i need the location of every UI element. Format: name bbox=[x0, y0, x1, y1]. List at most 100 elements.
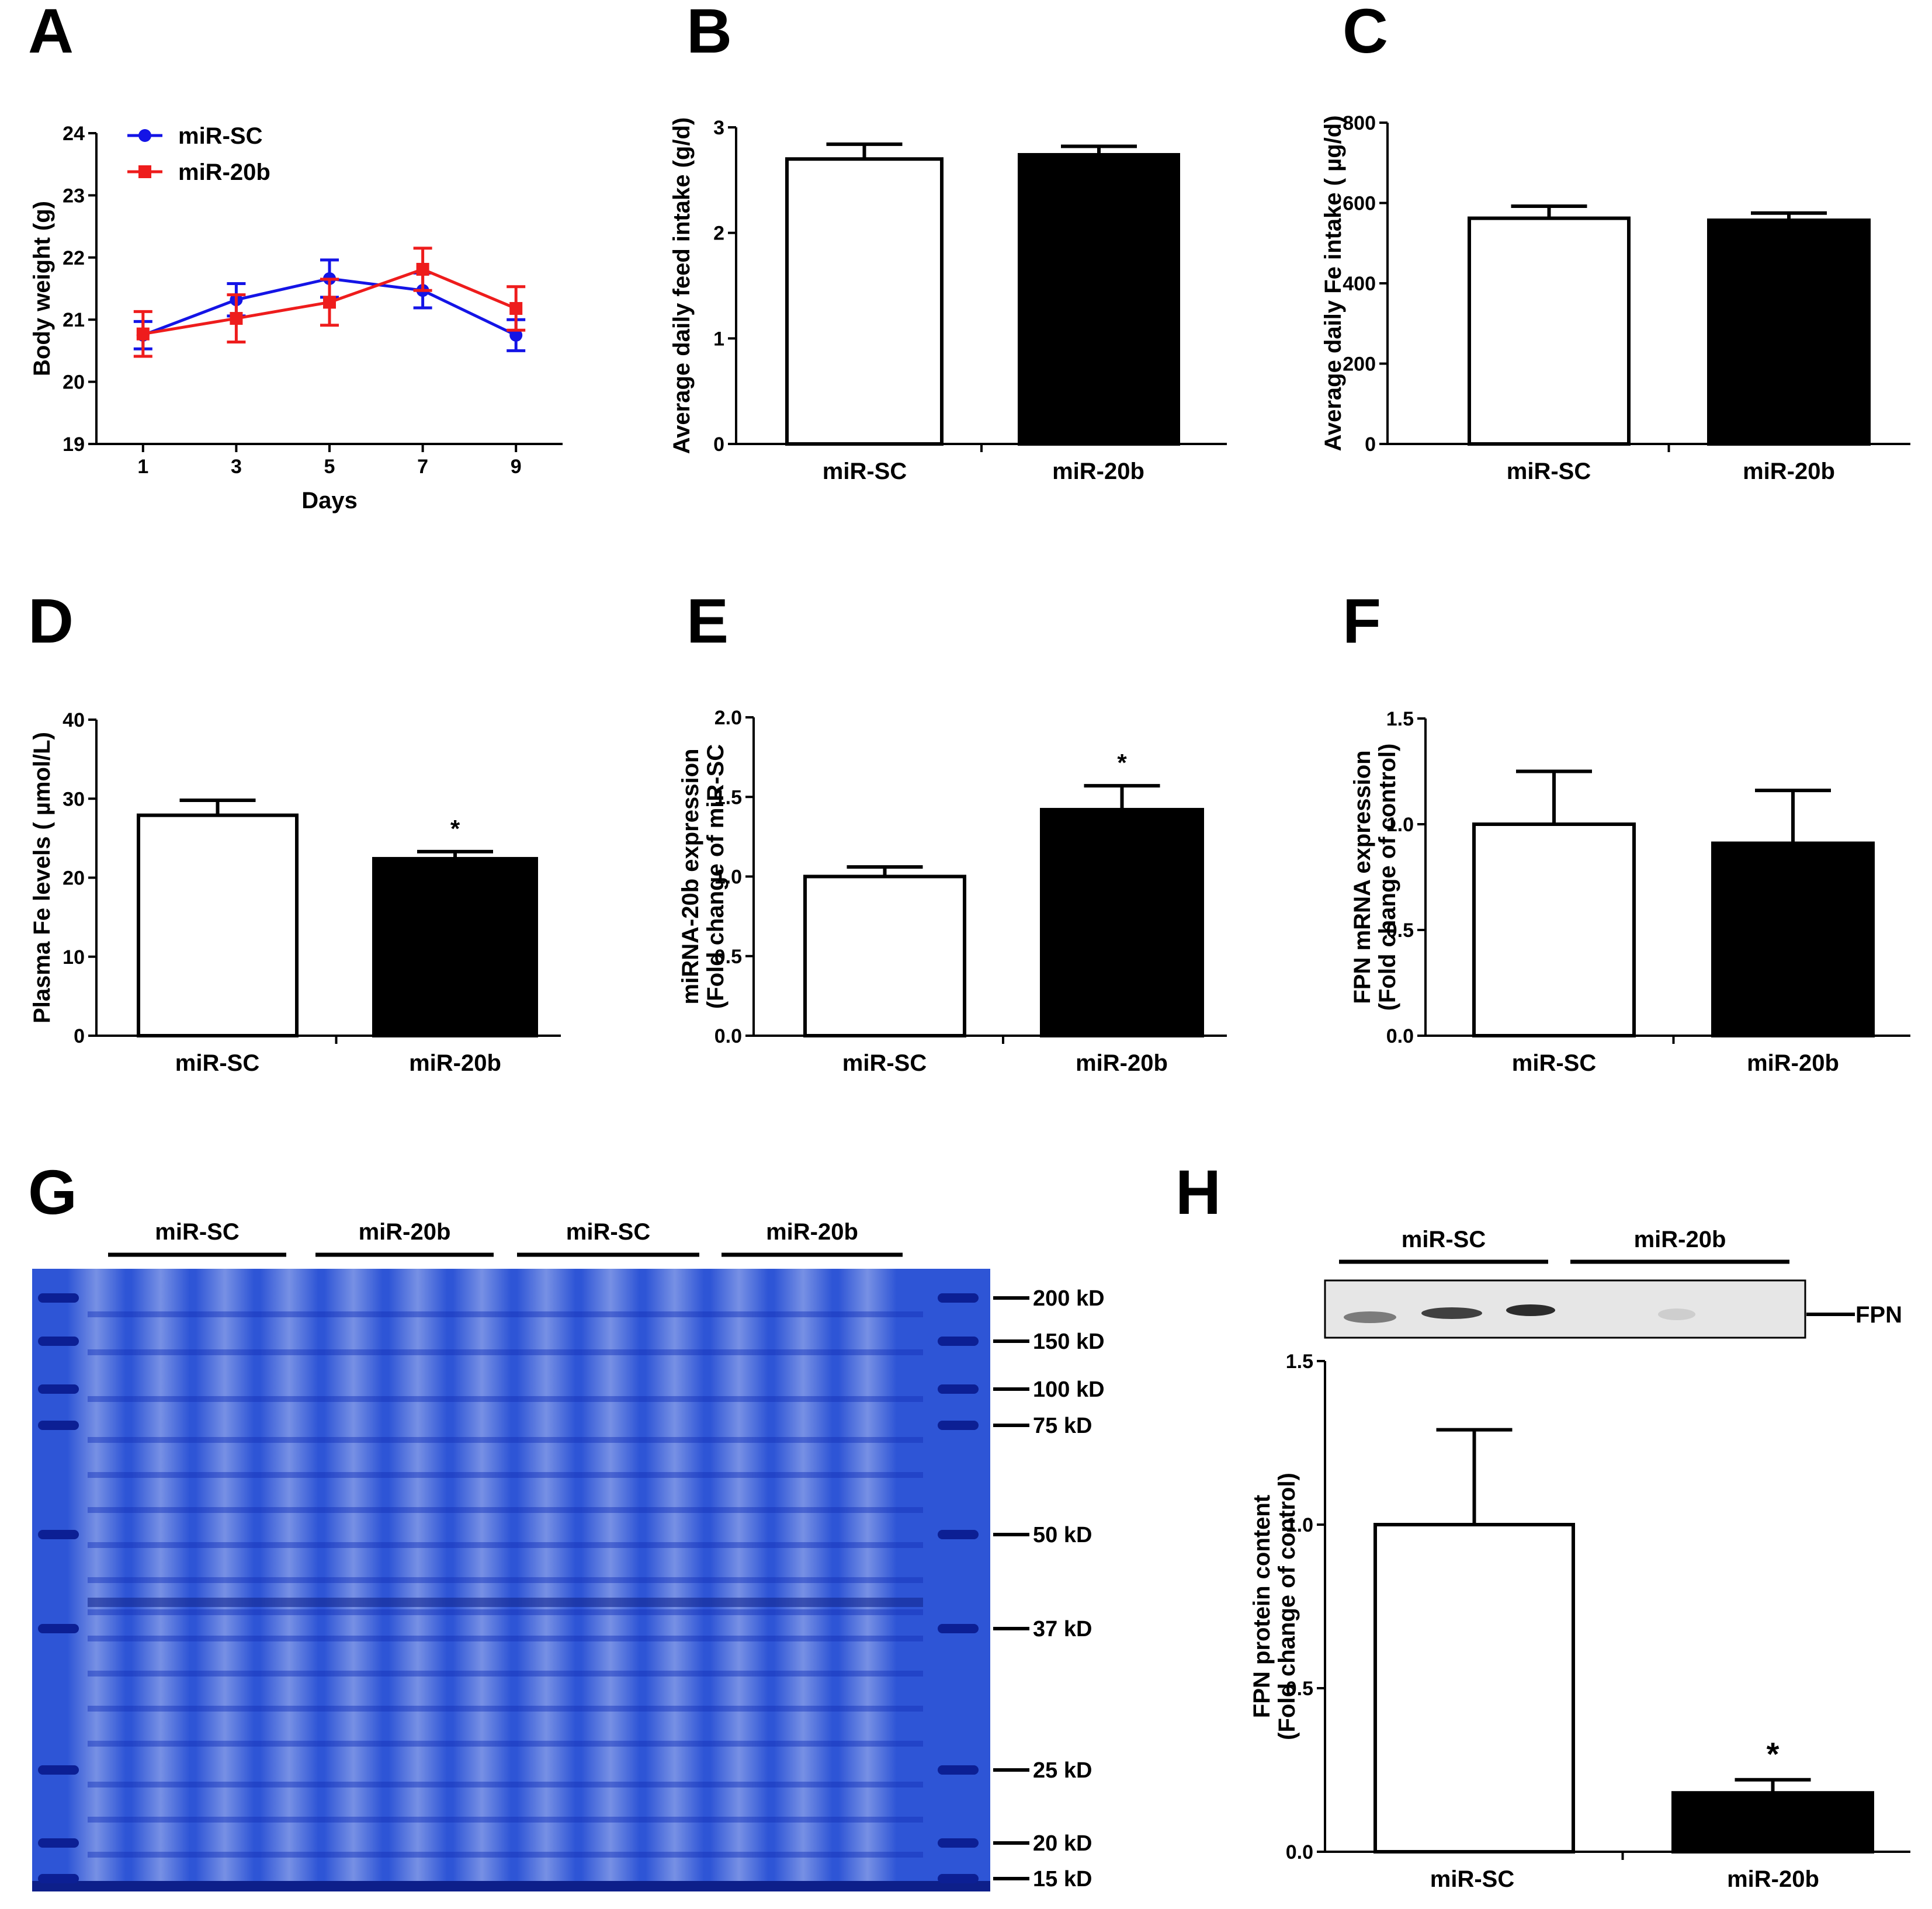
x-tick-label: 9 bbox=[511, 456, 522, 478]
significance-mark: * bbox=[1767, 1736, 1780, 1772]
marker-band bbox=[38, 1530, 79, 1539]
bar-miR-20b bbox=[1040, 808, 1204, 1038]
y-tick-label: 600 bbox=[1343, 193, 1376, 215]
y-tick-label: 1.0 bbox=[714, 866, 742, 888]
y-tick-label: 19 bbox=[63, 433, 85, 456]
x-tick-label: 5 bbox=[324, 456, 335, 478]
y-tick-label: 0.0 bbox=[714, 1025, 742, 1047]
data-point-miR-20b bbox=[509, 302, 523, 315]
marker-band bbox=[38, 1624, 79, 1633]
bar-miR-20b bbox=[1018, 152, 1180, 446]
gel-band bbox=[88, 1671, 923, 1677]
y-tick-label: 0.5 bbox=[1386, 919, 1414, 942]
marker-label: 37 kD bbox=[1033, 1617, 1092, 1641]
y-tick-label: 0 bbox=[713, 433, 724, 456]
gel-band bbox=[88, 1311, 923, 1317]
x-tick-label: 7 bbox=[417, 456, 428, 478]
y-axis-label: Average daily Fe intake ( µg/d) bbox=[1320, 115, 1346, 451]
y-tick-label: 1.5 bbox=[714, 786, 742, 808]
y-tick-label: 23 bbox=[63, 185, 85, 207]
category-label: miR-SC bbox=[175, 1050, 259, 1076]
y-tick-label: 0.0 bbox=[1386, 1025, 1414, 1047]
data-point-miR-SC bbox=[509, 328, 523, 342]
x-axis-label: Days bbox=[301, 488, 358, 513]
category-label: miR-SC bbox=[1507, 459, 1591, 484]
y-tick-label: 0.5 bbox=[1286, 1678, 1313, 1700]
bar-miR-SC bbox=[785, 157, 944, 446]
panel-label: C bbox=[1343, 0, 1388, 66]
gel-band bbox=[88, 1507, 923, 1513]
y-axis-label: Average daily feed intake (g/d) bbox=[669, 117, 695, 454]
gel-group-label: miR-20b bbox=[766, 1219, 858, 1245]
y-tick-label: 21 bbox=[63, 309, 85, 331]
legend-label: miR-20b bbox=[178, 159, 270, 185]
y-tick-label: 20 bbox=[63, 867, 85, 890]
y-axis-label-2: (Fold change of control) bbox=[1375, 744, 1400, 1011]
gel-band bbox=[88, 1598, 923, 1607]
blot-band bbox=[1421, 1307, 1482, 1319]
marker-label: 50 kD bbox=[1033, 1523, 1092, 1547]
bar-miR-SC bbox=[1468, 216, 1631, 446]
y-tick-label: 10 bbox=[63, 946, 85, 969]
marker-band bbox=[938, 1293, 979, 1303]
category-label: miR-20b bbox=[1727, 1866, 1819, 1892]
category-label: miR-20b bbox=[1747, 1050, 1839, 1076]
y-tick-label: 0 bbox=[1365, 433, 1376, 456]
panel-F: F 0.0 0.5 1.0 1.5 FPN mRNA expression (Fold ch… bbox=[1343, 585, 1910, 1076]
gel-band bbox=[88, 1852, 923, 1858]
bar-miR-20b bbox=[372, 857, 538, 1038]
gel-lane bbox=[838, 1269, 897, 1891]
data-point-miR-20b bbox=[416, 263, 429, 276]
panel-E: E 0.0 0.5 1.0 1.5 2.0 miRNA-20b expression (Fol… bbox=[678, 585, 1227, 1076]
panel-label: B bbox=[686, 0, 732, 66]
gel-band bbox=[88, 1472, 923, 1478]
y-tick-label: 0.0 bbox=[1286, 1841, 1313, 1863]
gel-band bbox=[88, 1706, 923, 1712]
gel-lane bbox=[646, 1269, 704, 1891]
y-tick-label: 1.0 bbox=[1286, 1514, 1313, 1536]
marker-band bbox=[38, 1765, 79, 1775]
marker-label: 15 kD bbox=[1033, 1867, 1092, 1891]
marker-band bbox=[38, 1838, 79, 1848]
marker-band bbox=[38, 1874, 79, 1883]
y-axis-label: Plasma Fe levels ( µmol/L) bbox=[29, 732, 55, 1023]
blot-group-label: miR-20b bbox=[1634, 1227, 1726, 1252]
marker-band bbox=[938, 1421, 979, 1430]
panel-label: D bbox=[28, 585, 74, 656]
x-tick-label: 3 bbox=[231, 456, 242, 478]
y-tick-label: 0 bbox=[74, 1025, 85, 1047]
marker-band bbox=[938, 1337, 979, 1346]
bar-miR-20b bbox=[1711, 841, 1875, 1037]
panel-label: E bbox=[686, 585, 729, 656]
category-label: miR-SC bbox=[1430, 1866, 1514, 1892]
marker-label: 200 kD bbox=[1033, 1286, 1105, 1311]
y-tick-label: 20 bbox=[63, 372, 85, 394]
marker-label: 25 kD bbox=[1033, 1758, 1092, 1783]
marker-label: 100 kD bbox=[1033, 1377, 1105, 1402]
panel-H: H 0.0 0.5 1.0 1.5 FPN protein content (Fold ch… bbox=[1175, 1157, 1910, 1892]
gel-lane bbox=[389, 1269, 447, 1891]
significance-mark: * bbox=[1117, 749, 1127, 776]
y-tick-label: 40 bbox=[63, 709, 85, 731]
marker-band bbox=[938, 1874, 979, 1883]
gel-lane bbox=[710, 1269, 768, 1891]
data-point-miR-20b bbox=[323, 296, 336, 309]
panel-A: A 19 20 21 22 23 24 Body weight (g) 1 3 5 7 9 Days miR… bbox=[28, 0, 563, 513]
gel-dye-front bbox=[32, 1881, 990, 1891]
marker-band bbox=[938, 1765, 979, 1775]
blot-band bbox=[1506, 1304, 1555, 1316]
y-axis-label: Body weight (g) bbox=[29, 201, 55, 376]
gel-lane bbox=[131, 1269, 190, 1891]
legend-marker bbox=[138, 129, 151, 142]
category-label: miR-SC bbox=[823, 459, 907, 484]
panel-label: G bbox=[28, 1157, 77, 1227]
bar-miR-20b bbox=[1671, 1791, 1874, 1854]
y-tick-label: 22 bbox=[63, 247, 85, 269]
x-tick-label: 1 bbox=[137, 456, 148, 478]
y-tick-label: 2.0 bbox=[714, 707, 742, 729]
panel-B: B 0 1 2 3 Average daily feed intake (g/d) miR-… bbox=[669, 0, 1227, 484]
marker-band bbox=[938, 1384, 979, 1394]
gel-lane bbox=[260, 1269, 318, 1891]
